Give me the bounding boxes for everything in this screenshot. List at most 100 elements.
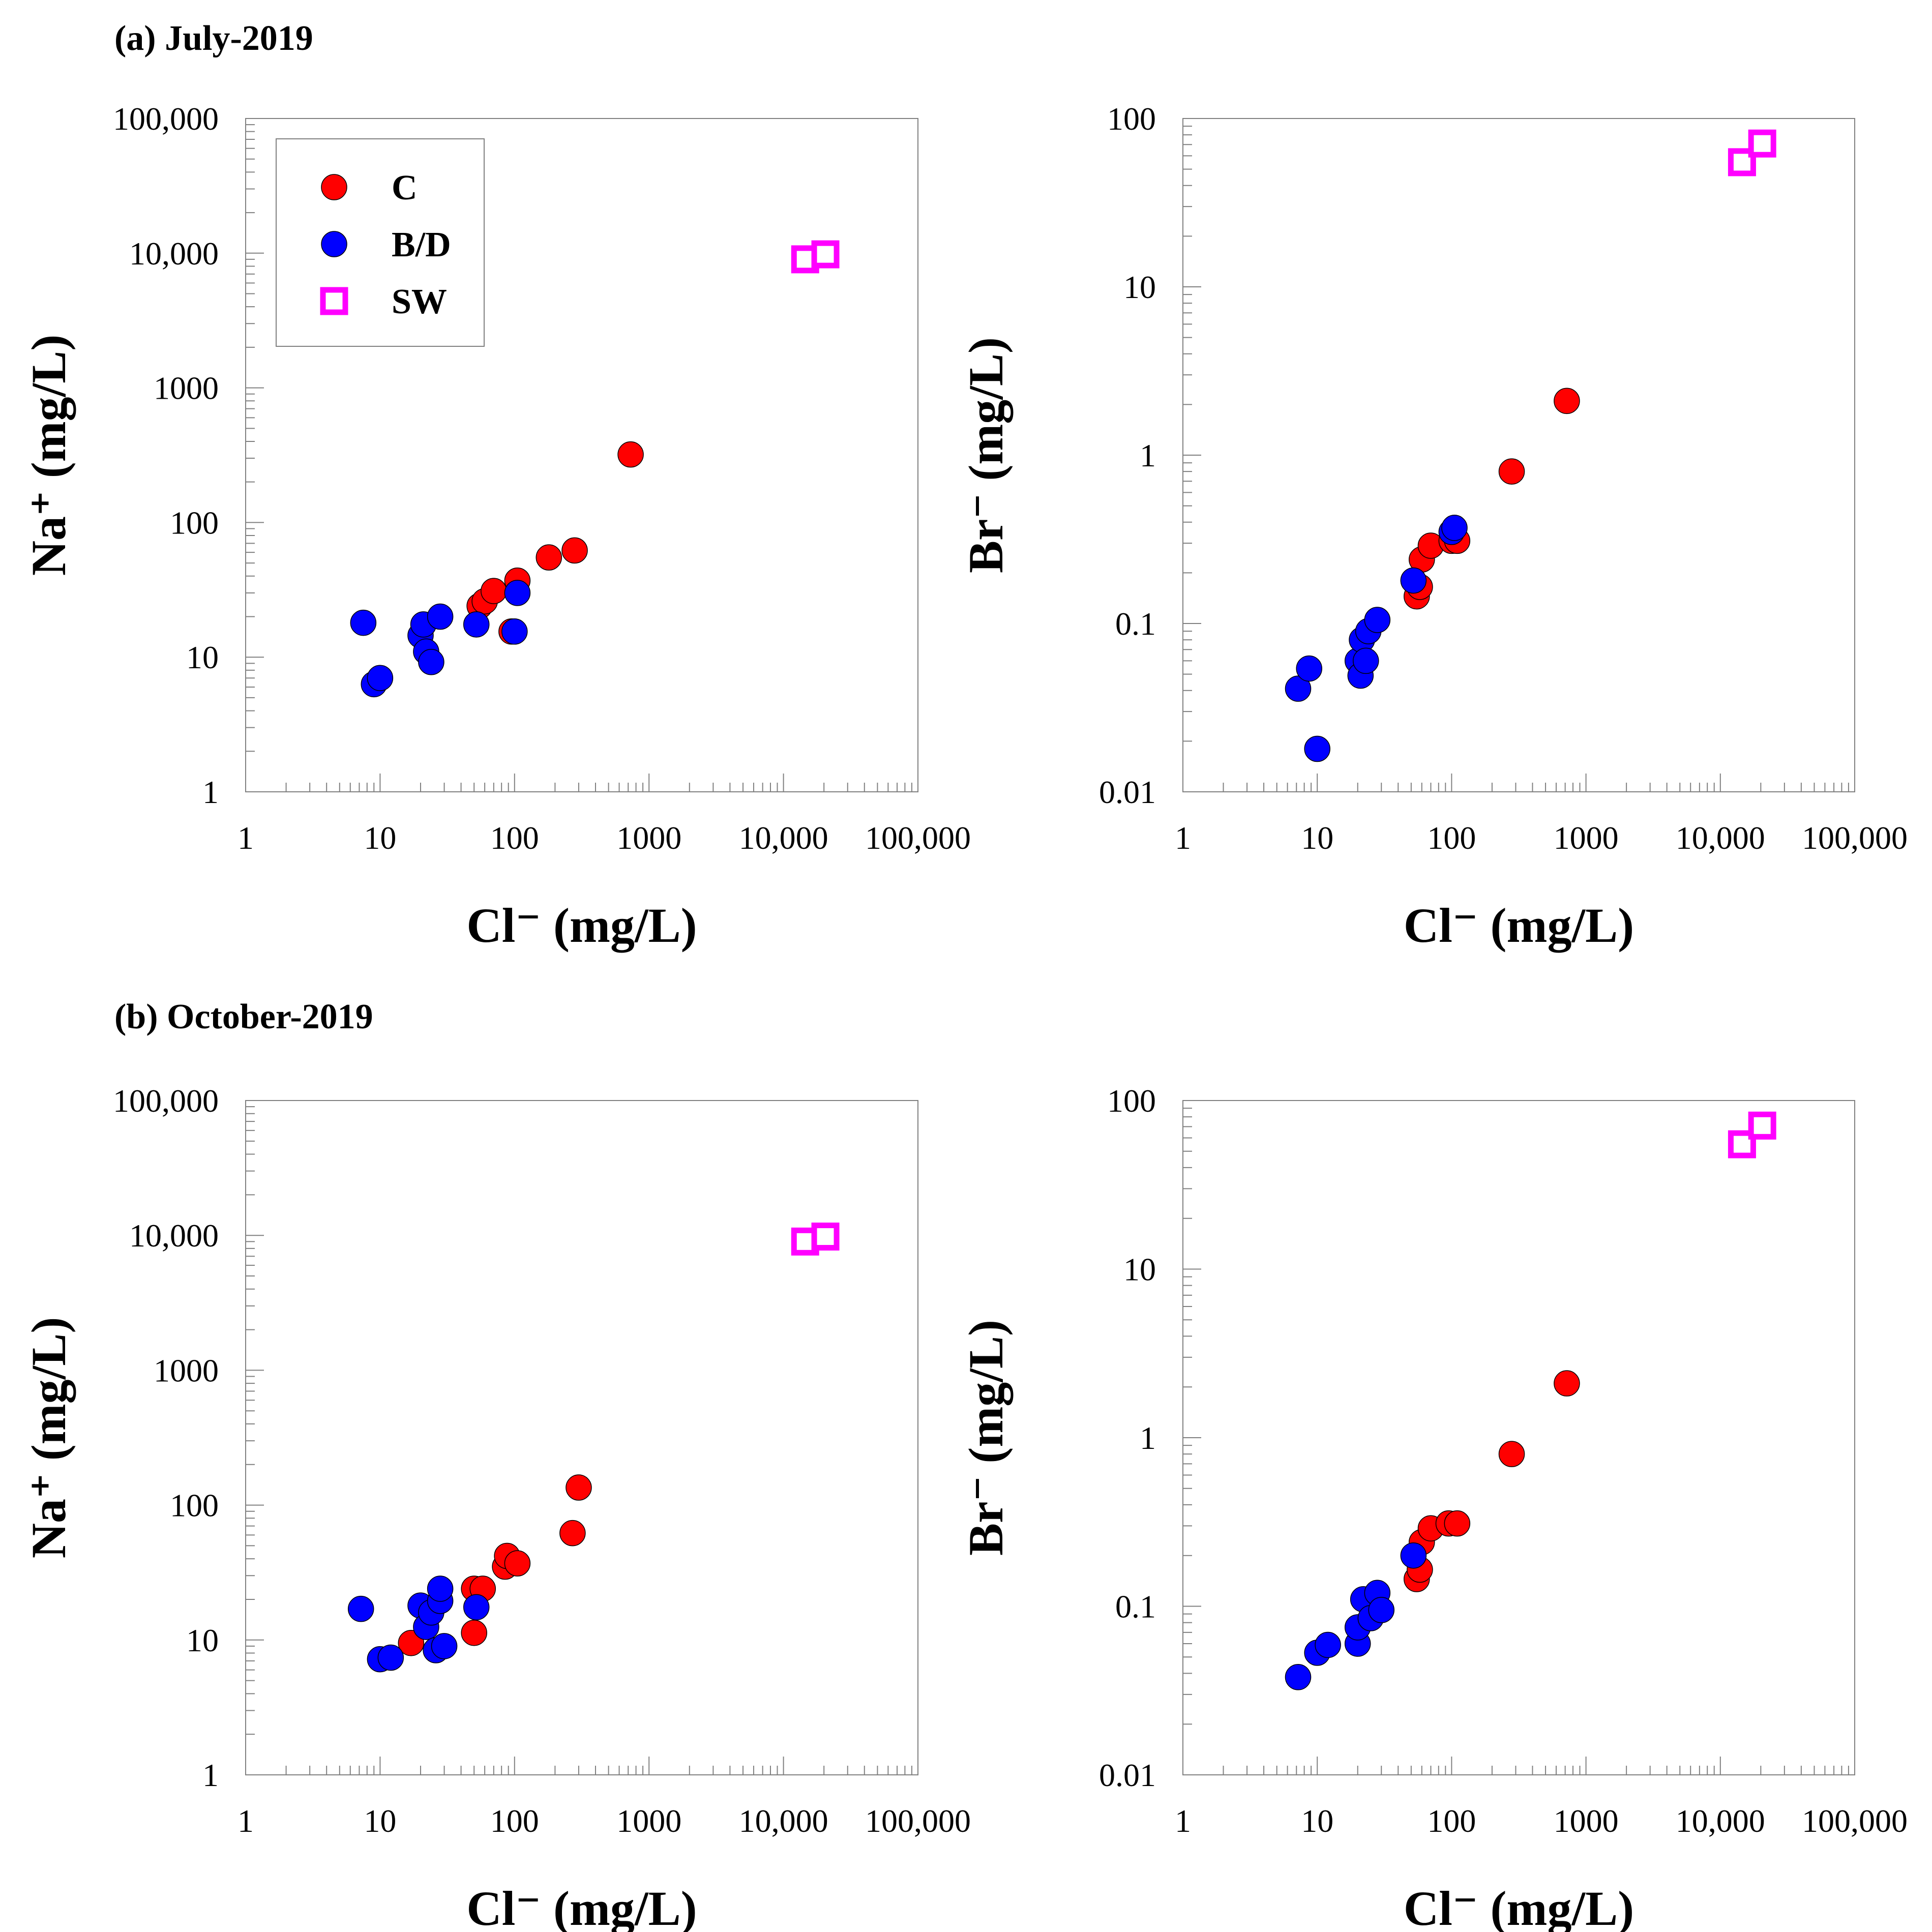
plot-frame — [245, 1100, 918, 1775]
point-bd — [1364, 607, 1391, 633]
point-bd — [463, 1594, 490, 1621]
point-c — [461, 1619, 487, 1646]
point-sw — [1748, 129, 1776, 158]
x-tick-label: 1 — [237, 1803, 254, 1839]
point-c — [481, 578, 507, 604]
point-bd — [1400, 1542, 1427, 1569]
point-bd — [1368, 1597, 1395, 1623]
point-c — [1498, 1441, 1525, 1467]
x-tick-label: 100 — [1427, 820, 1476, 856]
y-tick-label: 100 — [1107, 101, 1156, 137]
chart-oct-br: 1 10 100 1000 10,000 100,000 0.01 0.1 1 10 100 Cl⁻ … — [959, 1083, 1908, 1932]
charts-group: 1 10 100 1000 10,000 100,000 1 10 100 1000 10,000 1… — [21, 101, 1908, 1932]
point-bd — [501, 618, 528, 645]
chart-oct-na: 1 10 100 1000 10,000 100,000 1 10 100 1000 10,000 1… — [21, 1083, 971, 1932]
point-c — [1498, 458, 1525, 485]
y-tick-label: 1 — [1140, 437, 1156, 473]
point-c — [536, 544, 562, 571]
x-tick-label: 10 — [1301, 820, 1333, 856]
x-tick-label: 100,000 — [865, 820, 971, 856]
point-c — [1554, 1370, 1580, 1396]
point-bd — [1400, 567, 1427, 594]
x-tick-label: 1000 — [616, 1803, 681, 1839]
x-tick-label: 1000 — [1554, 1803, 1619, 1839]
x-tick-label: 10,000 — [739, 820, 828, 856]
y-axis-label: Na⁺ (mg/L) — [21, 1317, 76, 1559]
x-axis-label: Cl⁻ (mg/L) — [466, 1881, 697, 1932]
point-bd — [350, 609, 377, 636]
chart-jul-na: 1 10 100 1000 10,000 100,000 1 10 100 1000 10,000 1… — [21, 101, 971, 953]
point-sw — [811, 240, 840, 269]
point-bd — [1353, 647, 1379, 674]
x-tick-label: 100,000 — [1802, 1803, 1908, 1839]
panel-title-a: (a) July-2019 — [114, 19, 313, 58]
y-tick-label: 0.01 — [1099, 774, 1156, 810]
y-tick-label: 1 — [202, 1757, 219, 1793]
x-tick-label: 1000 — [616, 820, 681, 856]
legend: C B/D SW — [276, 138, 485, 347]
x-axis-label: Cl⁻ (mg/L) — [1404, 898, 1634, 953]
x-tick-label: 10,000 — [1676, 1803, 1765, 1839]
point-bd — [504, 580, 531, 606]
point-bd — [1441, 515, 1468, 541]
x-tick-label: 10,000 — [739, 1803, 828, 1839]
point-sw — [1748, 1111, 1776, 1140]
x-tick-label: 10 — [364, 820, 396, 856]
point-c — [561, 537, 588, 564]
legend-c-marker — [321, 174, 347, 200]
point-bd — [1315, 1631, 1341, 1658]
point-c — [504, 1550, 531, 1577]
x-axis-label: Cl⁻ (mg/L) — [466, 898, 697, 953]
legend-label: SW — [392, 282, 447, 321]
y-axis-label: Br⁻ (mg/L) — [959, 337, 1013, 573]
legend-label: C — [392, 168, 418, 207]
point-c — [559, 1520, 586, 1547]
x-tick-label: 10 — [364, 1803, 396, 1839]
y-tick-label: 10,000 — [129, 235, 219, 272]
x-tick-label: 1 — [1175, 1803, 1191, 1839]
x-tick-label: 100 — [1427, 1803, 1476, 1839]
point-bd — [427, 1576, 454, 1602]
y-tick-label: 1000 — [154, 370, 219, 406]
chart-jul-br: 1 10 100 1000 10,000 100,000 0.01 0.1 1 10 100 Cl⁻ … — [959, 101, 1908, 953]
point-bd — [1296, 655, 1322, 682]
plot-frame — [1182, 1100, 1855, 1775]
plot-frame — [245, 118, 918, 792]
x-tick-label: 1 — [237, 820, 254, 856]
x-tick-label: 10,000 — [1676, 820, 1765, 856]
x-tick-label: 100 — [490, 820, 539, 856]
point-bd — [367, 665, 394, 691]
y-tick-label: 1 — [1140, 1420, 1156, 1456]
point-c — [1444, 1510, 1471, 1537]
point-bd — [418, 649, 444, 675]
x-tick-label: 100,000 — [1802, 820, 1908, 856]
x-tick-label: 1 — [1175, 820, 1191, 856]
plot-frame — [1182, 118, 1855, 792]
y-tick-label: 100,000 — [113, 1083, 219, 1119]
y-tick-label: 10 — [1123, 269, 1156, 305]
y-tick-label: 10,000 — [129, 1217, 219, 1254]
point-bd — [1304, 735, 1330, 762]
point-c — [617, 441, 644, 468]
y-tick-label: 0.1 — [1115, 606, 1156, 642]
point-bd — [431, 1633, 458, 1659]
point-bd — [377, 1644, 404, 1671]
y-tick-label: 1000 — [154, 1352, 219, 1388]
x-axis-label: Cl⁻ (mg/L) — [1404, 1881, 1634, 1932]
point-bd — [427, 603, 454, 630]
y-tick-label: 1 — [202, 774, 219, 810]
point-sw — [811, 1223, 840, 1251]
x-tick-label: 100,000 — [865, 1803, 971, 1839]
point-bd — [1285, 675, 1312, 702]
point-bd — [347, 1595, 374, 1622]
y-tick-label: 100 — [1107, 1083, 1156, 1119]
y-tick-label: 10 — [186, 639, 219, 675]
legend-sw-marker — [320, 287, 348, 315]
legend-label: B/D — [392, 225, 451, 264]
y-axis-label: Na⁺ (mg/L) — [21, 335, 76, 576]
legend-bd-marker — [321, 231, 347, 257]
x-tick-label: 100 — [490, 1803, 539, 1839]
y-tick-label: 100,000 — [113, 101, 219, 137]
point-c — [1554, 388, 1580, 414]
